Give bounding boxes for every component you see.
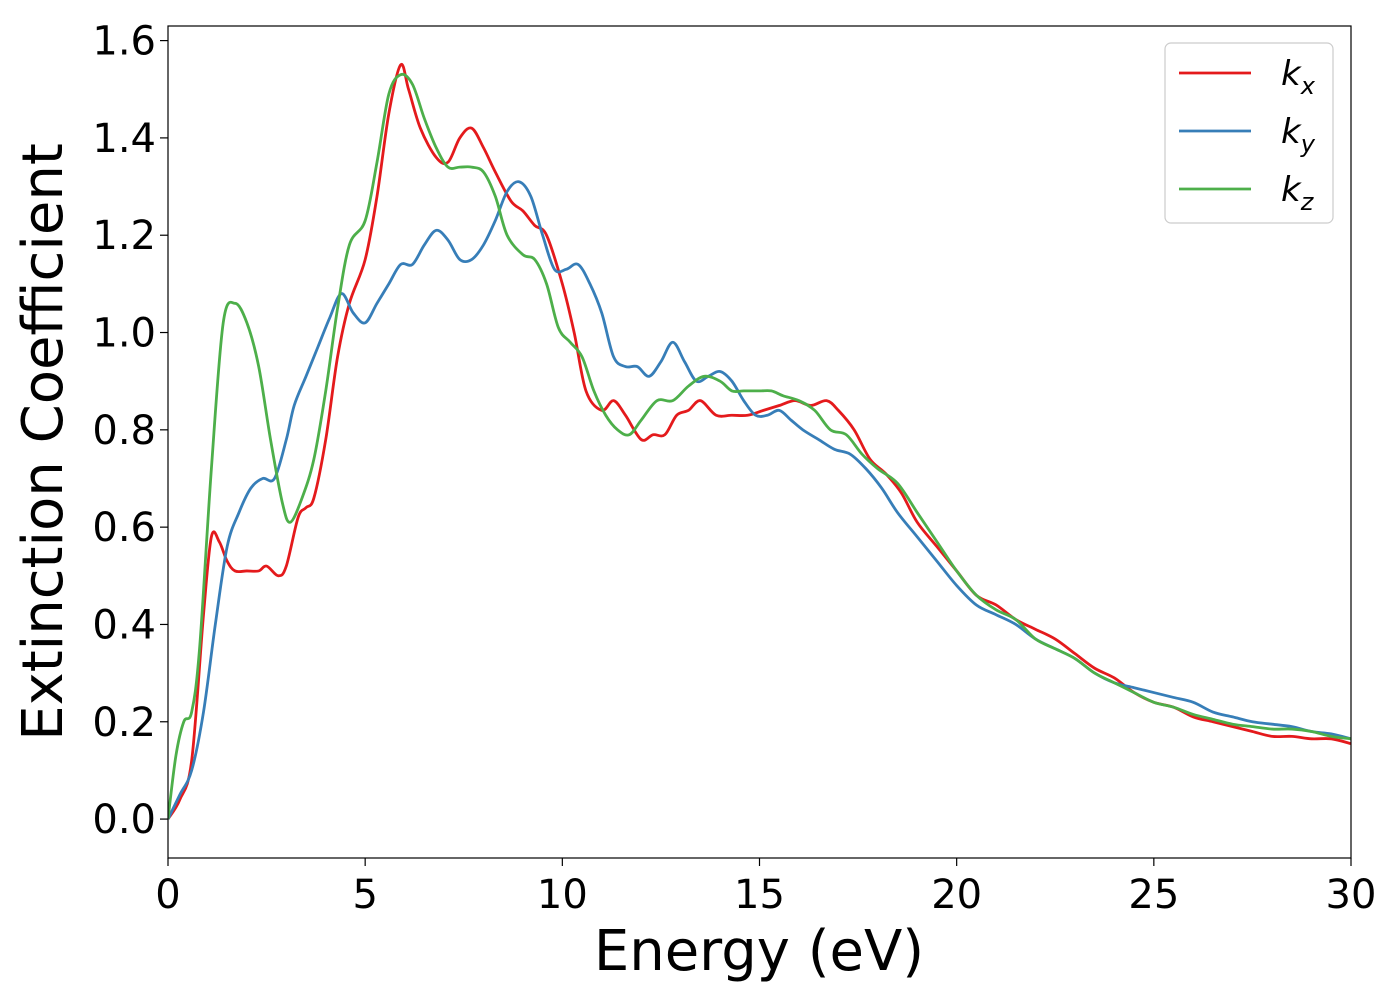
x-axis: 0 5 10 15 20 25 30 xyxy=(155,858,1376,918)
y-axis: 0.0 0.2 0.4 0.6 0.8 1.0 1.2 1.4 1.6 xyxy=(92,19,168,843)
x-tick-label: 20 xyxy=(931,872,982,918)
legend: kx ky kz xyxy=(1164,42,1334,224)
legend-label-kx: kx xyxy=(1281,54,1316,100)
y-tick-label: 0.0 xyxy=(92,797,156,843)
x-tick-label: 25 xyxy=(1128,872,1179,918)
x-tick-label: 0 xyxy=(155,872,180,918)
x-tick-label: 15 xyxy=(734,872,785,918)
legend-box xyxy=(1164,42,1334,224)
x-tick-label: 10 xyxy=(537,872,588,918)
y-tick-label: 1.2 xyxy=(92,213,156,259)
series-layer xyxy=(168,62,1351,820)
y-tick-label: 0.2 xyxy=(92,700,156,746)
y-tick-label: 0.6 xyxy=(92,505,156,551)
series-line-ky xyxy=(168,180,1351,820)
y-axis-title: Extinction Coefficient xyxy=(11,143,76,741)
y-tick-label: 0.8 xyxy=(92,408,156,454)
x-tick-label: 30 xyxy=(1326,872,1377,918)
y-tick-label: 1.0 xyxy=(92,311,156,357)
legend-label-kz: kz xyxy=(1281,170,1315,216)
y-tick-label: 1.6 xyxy=(92,19,156,65)
series-line-kz xyxy=(168,72,1351,820)
y-tick-label: 0.4 xyxy=(92,602,156,648)
legend-label-ky: ky xyxy=(1281,112,1316,158)
y-tick-label: 1.4 xyxy=(92,116,156,162)
x-axis-title: Energy (eV) xyxy=(594,919,924,984)
x-tick-label: 5 xyxy=(352,872,377,918)
series-line-kx xyxy=(168,62,1351,820)
